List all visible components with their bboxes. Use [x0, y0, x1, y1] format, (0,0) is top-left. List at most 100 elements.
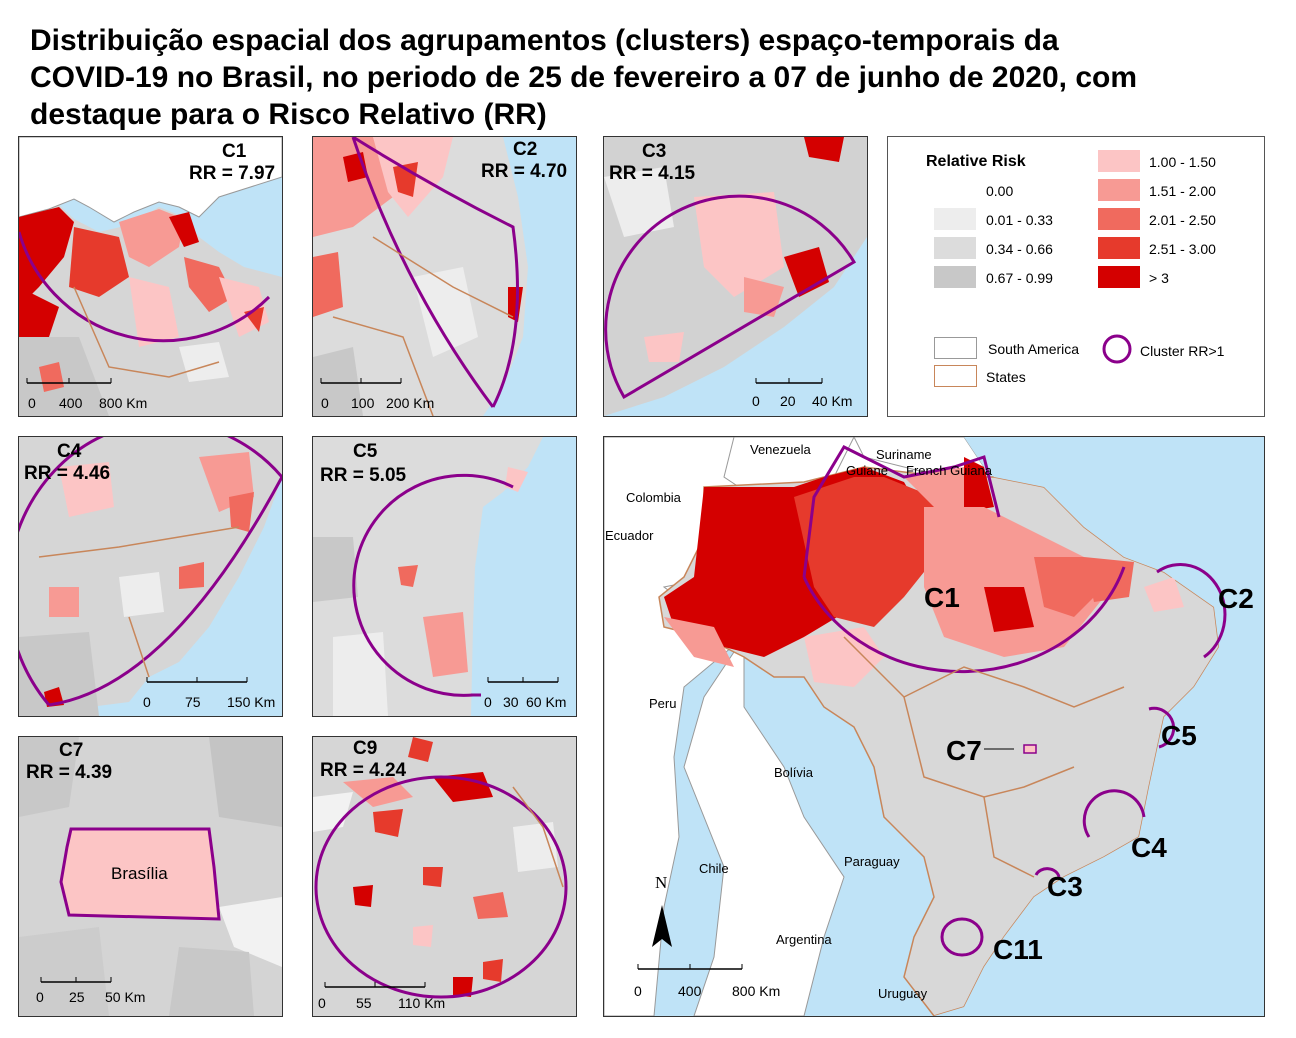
- legend-label-rr-5: 1.51 - 2.00: [1149, 183, 1216, 199]
- inset-c2-label: C2: [513, 139, 538, 160]
- legend-swatch-rr-8: [1098, 266, 1140, 288]
- inset-map-c7: C7 RR = 4.39 Brasília 0 25 50 Km: [18, 736, 283, 1017]
- legend-swatch-rr-6: [1098, 208, 1140, 230]
- country-label-colombia: Colombia: [626, 490, 681, 505]
- country-label-uruguay: Uruguay: [878, 986, 928, 1001]
- inset-map-c5: C5 RR = 5.05 0 30 60 Km: [312, 436, 577, 717]
- inset-c7-label: C7: [59, 740, 84, 761]
- inset-map-c3-drawing: [604, 137, 867, 416]
- country-label-argentina: Argentina: [776, 932, 832, 947]
- inset-c4-scale-2: 150 Km: [227, 694, 276, 710]
- cluster-label-c7: C7: [946, 735, 982, 766]
- inset-c1-rr: RR = 7.97: [189, 163, 276, 184]
- inset-c5-scale-1: 30: [503, 694, 519, 710]
- title-line-3: destaque para o Risco Relativo (RR): [30, 98, 547, 131]
- main-overview-map: Venezuela Suriname Guiane French Guiana …: [603, 436, 1265, 1017]
- inset-map-c9: C9 RR = 4.24 0 55 110 Km: [312, 736, 577, 1017]
- cluster-label-c3: C3: [1047, 871, 1083, 902]
- inset-map-c5-drawing: [313, 437, 559, 716]
- main-map-drawing: [604, 437, 1264, 1016]
- cluster-label-c1: C1: [924, 582, 960, 613]
- cluster-label-c4: C4: [1131, 832, 1167, 863]
- country-label-paraguay: Paraguay: [844, 854, 900, 869]
- inset-c4-rr: RR = 4.46: [24, 463, 111, 484]
- country-label-suriname: Suriname: [876, 447, 932, 462]
- legend-label-rr-0: 0.00: [986, 183, 1014, 199]
- inset-c9-scale-2: 110 Km: [398, 995, 446, 1011]
- legend-swatch-rr-4: [1098, 150, 1140, 172]
- legend-swatch-rr-7: [1098, 237, 1140, 259]
- legend-label-rr-4: 1.00 - 1.50: [1149, 154, 1216, 170]
- inset-c3-scale-2: 40 Km: [812, 393, 853, 409]
- inset-c5-scale-2: 60 Km: [526, 694, 567, 710]
- legend-label-rr-2: 0.34 - 0.66: [986, 241, 1053, 257]
- country-label-chile: Chile: [699, 861, 729, 876]
- main-scale-2: 800 Km: [732, 983, 781, 999]
- inset-c1-label: C1: [222, 141, 247, 162]
- inset-c2-rr: RR = 4.70: [481, 161, 568, 182]
- inset-c5-rr: RR = 5.05: [320, 465, 407, 486]
- country-label-venezuela: Venezuela: [750, 442, 811, 457]
- cluster-label-c5: C5: [1161, 720, 1197, 751]
- inset-c5-scale-0: 0: [484, 694, 492, 710]
- inset-c4-scale-0: 0: [143, 694, 151, 710]
- inset-c3-scale-1: 20: [780, 393, 796, 409]
- legend-swatch-rr-5: [1098, 179, 1140, 201]
- inset-c2-scale-0: 0: [321, 395, 329, 411]
- inset-c2-scale-2: 200 Km: [386, 395, 435, 411]
- legend-label-rr-8: > 3: [1149, 270, 1169, 286]
- legend-swatch-states: [934, 365, 977, 387]
- inset-map-c2: C2 RR = 4.70 0 100 200 Km: [312, 136, 577, 417]
- inset-map-c3: C3 RR = 4.15 0 20 40 Km: [603, 136, 868, 417]
- inset-c2-scale-1: 100: [351, 395, 375, 411]
- legend-title: Relative Risk: [926, 153, 1026, 170]
- title-line-1: Distribuição espacial dos agrupamentos (…: [30, 24, 1059, 57]
- country-label-ecuador: Ecuador: [605, 528, 654, 543]
- inset-c3-rr: RR = 4.15: [609, 163, 696, 184]
- inset-c9-scale-0: 0: [318, 995, 326, 1011]
- inset-c7-scale-1: 25: [69, 989, 85, 1005]
- inset-c9-rr: RR = 4.24: [320, 760, 407, 781]
- cluster-label-c11: C11: [993, 934, 1043, 965]
- inset-c7-rr: RR = 4.39: [26, 762, 113, 783]
- legend-label-rr-3: 0.67 - 0.99: [986, 270, 1053, 286]
- inset-c7-scale-2: 50 Km: [105, 989, 146, 1005]
- country-label-french-guiana: French Guiana: [906, 463, 992, 478]
- inset-c3-label: C3: [642, 141, 667, 162]
- main-scale-1: 400: [678, 983, 702, 999]
- legend-swatch-rr-0: [934, 179, 976, 201]
- legend-swatch-rr-2: [934, 237, 976, 259]
- legend-label-rr-1: 0.01 - 0.33: [986, 212, 1053, 228]
- inset-map-c4: C4 RR = 4.46 0 75 150 Km: [18, 436, 283, 717]
- legend-label-rr-6: 2.01 - 2.50: [1149, 212, 1216, 228]
- inset-c1-scale-1: 400: [59, 395, 83, 411]
- legend-swatch-rr-3: [934, 266, 976, 288]
- legend-label-south-america: South America: [988, 341, 1080, 357]
- brasilia-label: Brasília: [111, 864, 168, 883]
- legend-swatch-south-america: [934, 337, 977, 359]
- inset-map-c1: C1 RR = 7.97 0 400 800 Km: [18, 136, 283, 417]
- inset-map-c1-drawing: [19, 137, 282, 416]
- north-arrow-label: N: [655, 873, 668, 892]
- legend-swatch-rr-1: [934, 208, 976, 230]
- inset-c4-label: C4: [57, 441, 82, 462]
- country-label-bolivia: Bolívia: [774, 765, 814, 780]
- inset-c9-label: C9: [353, 738, 378, 759]
- inset-map-c9-drawing: [313, 737, 576, 1016]
- inset-map-c7-drawing: [19, 737, 282, 1016]
- cluster-label-c2: C2: [1218, 583, 1254, 614]
- inset-c9-scale-1: 55: [356, 995, 372, 1011]
- legend-cluster-circle-icon: [1102, 334, 1132, 364]
- country-label-peru: Peru: [649, 696, 677, 711]
- legend-label-states: States: [986, 369, 1026, 385]
- inset-c1-scale-0: 0: [28, 395, 36, 411]
- map-title: Distribuição espacial dos agrupamentos (…: [30, 22, 1270, 133]
- map-legend: Relative Risk 0.00 0.01 - 0.33 0.34 - 0.…: [887, 136, 1265, 417]
- inset-c4-scale-1: 75: [185, 694, 201, 710]
- inset-c1-scale-2: 800 Km: [99, 395, 148, 411]
- inset-c7-scale-0: 0: [36, 989, 44, 1005]
- inset-c5-label: C5: [353, 441, 378, 462]
- main-scale-0: 0: [634, 983, 642, 999]
- country-label-guiane: Guiane: [846, 463, 888, 478]
- inset-map-c4-drawing: [19, 437, 282, 716]
